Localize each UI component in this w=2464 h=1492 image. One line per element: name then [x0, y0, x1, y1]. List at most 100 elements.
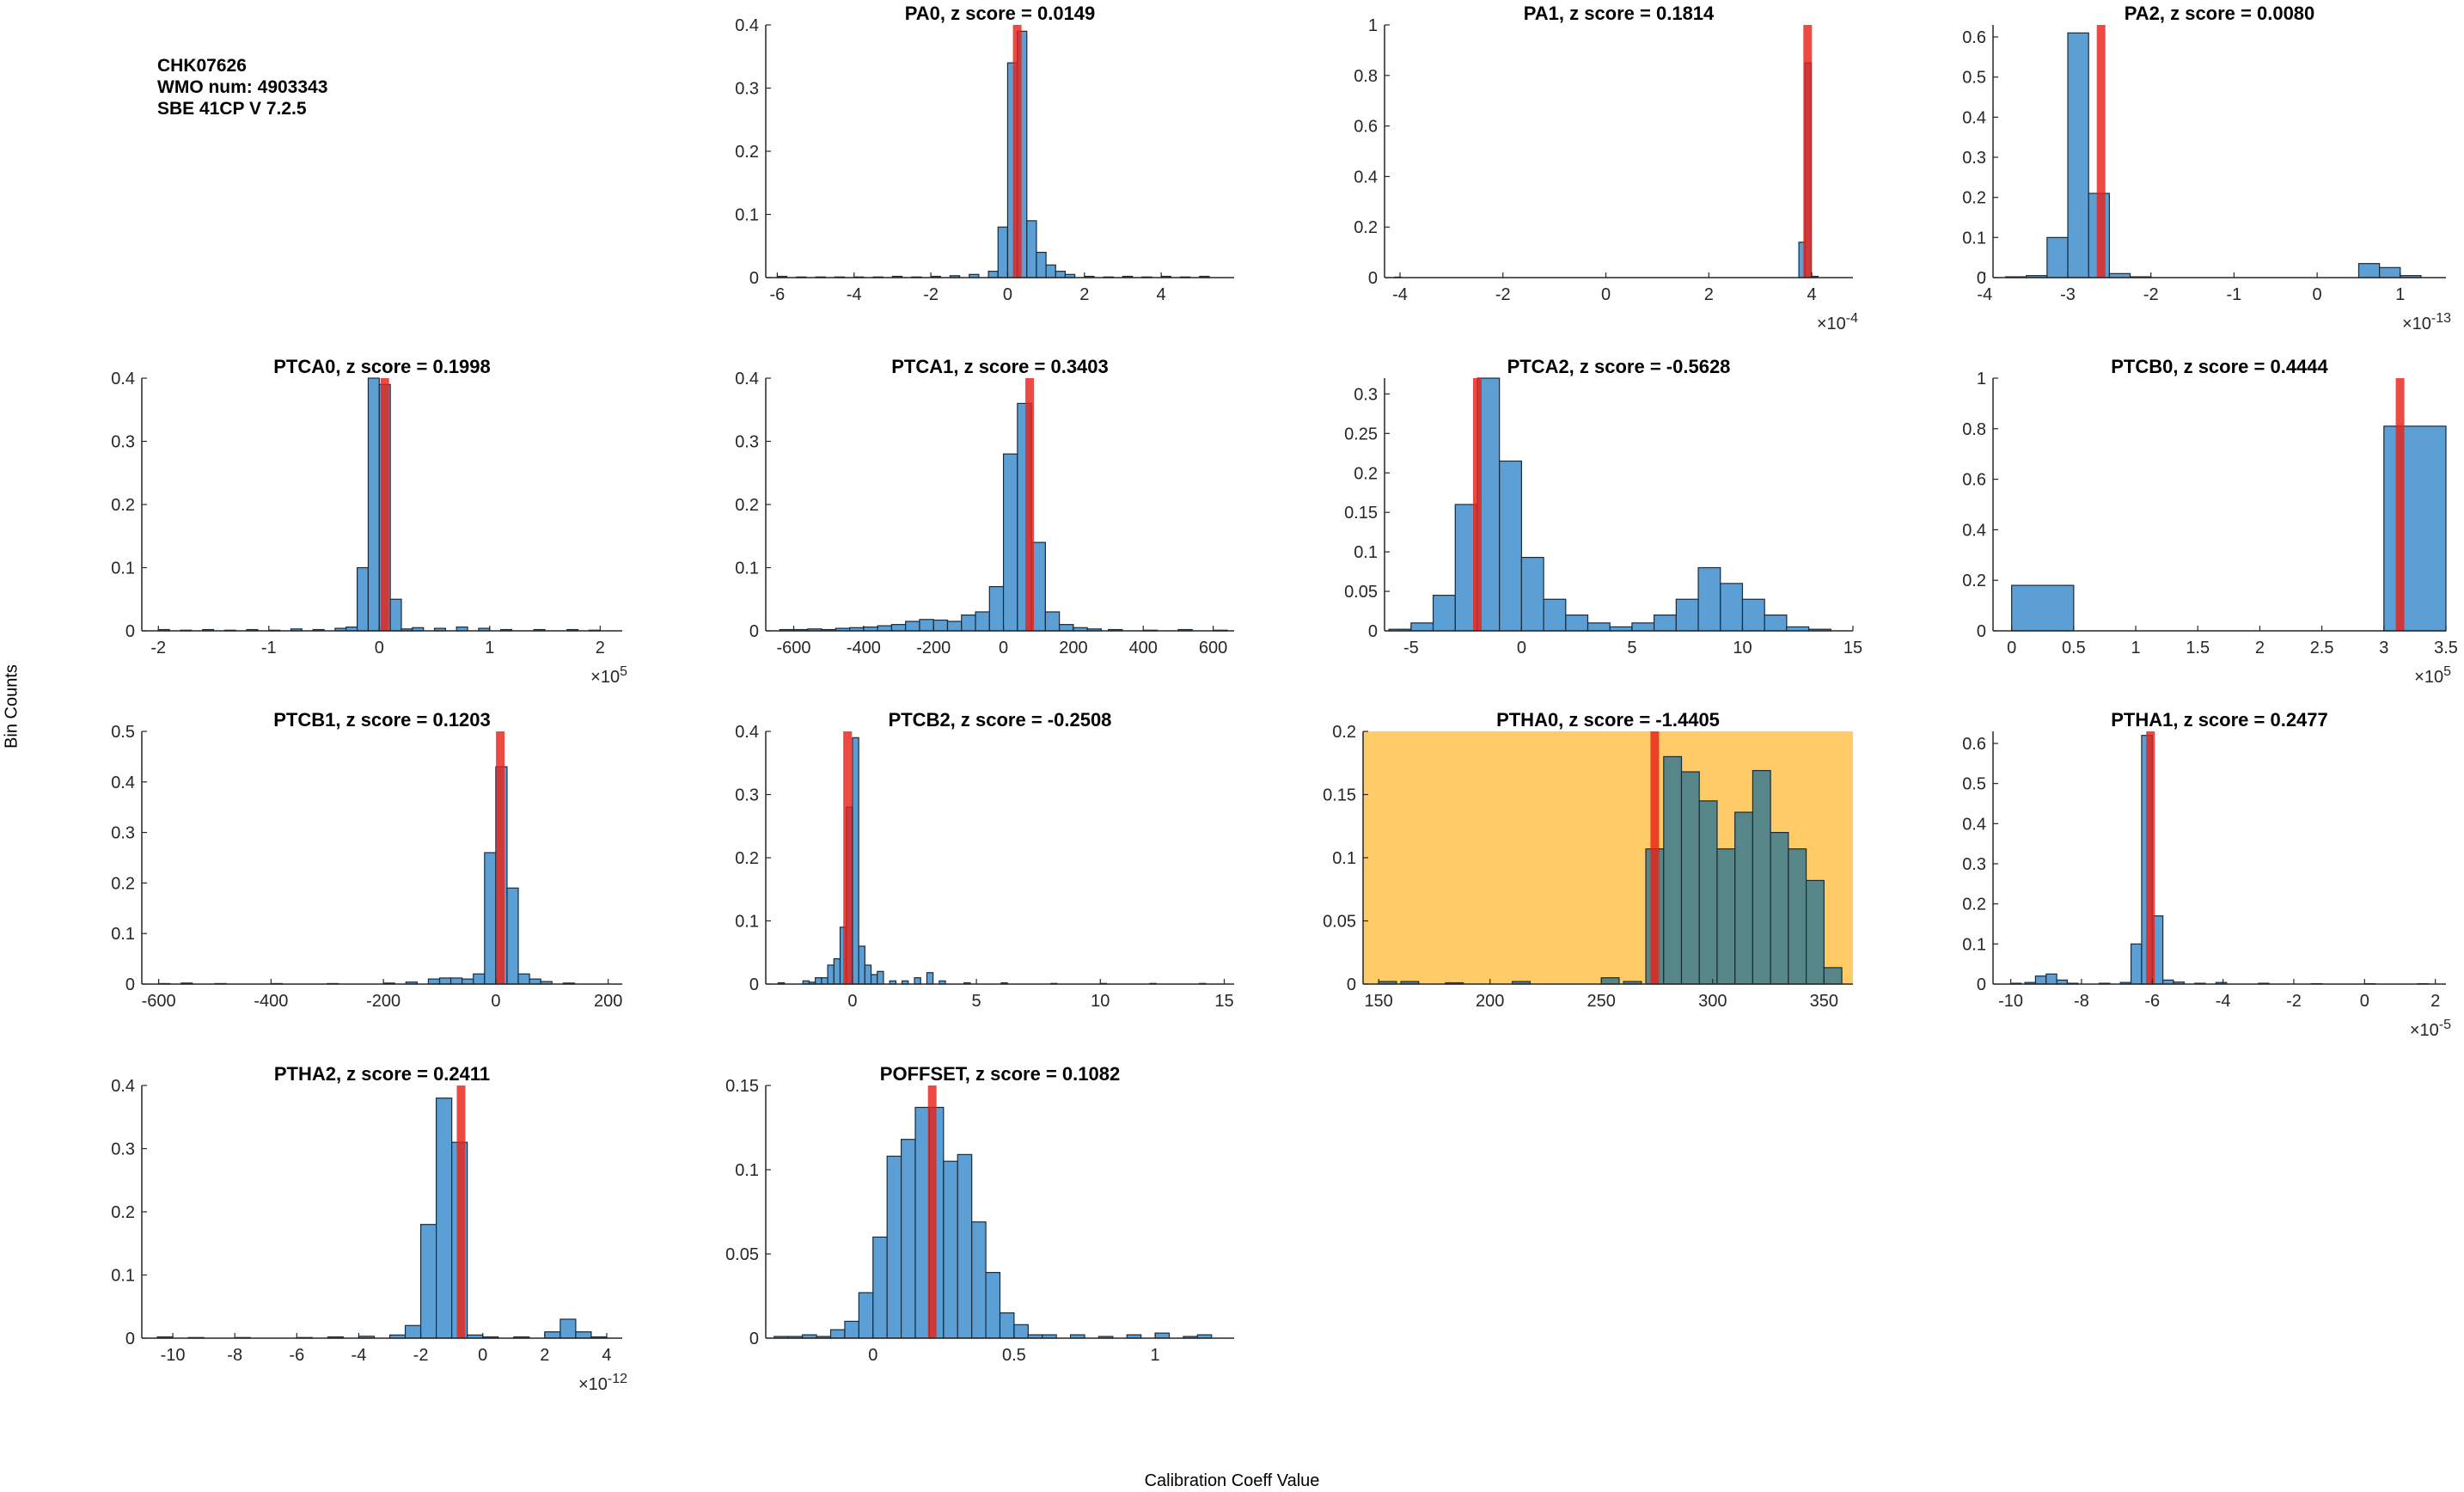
x-tick-label: -1 [261, 639, 277, 657]
histogram-bar [1520, 556, 1544, 632]
histogram-bar [419, 1224, 437, 1339]
x-tick-label: -600 [777, 639, 811, 657]
histogram-bar [1663, 755, 1683, 985]
value-marker [456, 1085, 466, 1338]
y-tick-label: 0.2 [735, 849, 759, 868]
histogram-bar [985, 1271, 1001, 1339]
histogram-bar [870, 974, 878, 985]
histogram-bar [1698, 800, 1718, 985]
histogram-bar [2034, 975, 2047, 985]
histogram-bar [858, 945, 865, 985]
x-tick-label: 10 [1733, 639, 1752, 657]
subplot-12: 0 0.5 1 0 0.05 0.1 0.15 POFFSET, z score = 0.10… [725, 1063, 1234, 1365]
histogram-bar [1716, 848, 1736, 985]
x-tick-label: 400 [1129, 639, 1158, 657]
x-tick-label: -2 [2286, 992, 2302, 1011]
y-axis-label: Bin Counts [2, 664, 21, 749]
histogram-bar [905, 621, 920, 632]
histogram-bar [1680, 771, 1700, 985]
histogram-bar [2383, 425, 2447, 632]
histogram-bar [1045, 264, 1056, 278]
y-tick-label: 0.1 [1354, 543, 1378, 562]
y-tick-label: 0 [749, 269, 759, 288]
x-tick-label: -10 [1998, 992, 2023, 1011]
x-exponent-label: ×10-12 [578, 1372, 627, 1394]
y-tick-label: 0 [125, 622, 135, 641]
x-tick-label: -4 [1977, 285, 1992, 304]
histogram-bar [1499, 460, 1522, 632]
y-tick-label: 0.2 [111, 874, 135, 893]
y-tick-label: 0.3 [111, 824, 135, 843]
x-tick-label: 5 [1627, 639, 1636, 657]
value-marker [380, 378, 389, 631]
y-tick-label: 0.4 [111, 774, 135, 792]
y-tick-label: 0.6 [1962, 28, 1986, 47]
histogram-bar [2067, 32, 2089, 278]
x-tick-label: 0 [478, 1346, 487, 1365]
x-tick-label: -2 [1495, 285, 1511, 304]
y-tick-label: 0.3 [1962, 149, 1986, 168]
x-tick-label: 4 [1157, 285, 1166, 304]
y-tick-label: 0.3 [111, 433, 135, 452]
x-exponent-label: ×10-13 [2402, 311, 2451, 333]
histogram-bar [877, 970, 884, 985]
float-info: CHK07626 WMO num: 4903343 SBE 41CP V 7.2.5 [157, 55, 327, 119]
subplot-title: PA0, z score = 0.0149 [905, 3, 1096, 24]
x-tick-label: 1.5 [2186, 639, 2210, 657]
histogram-bar [575, 1331, 592, 1339]
y-tick-label: 1 [1368, 16, 1378, 35]
histogram-bar [449, 977, 463, 985]
histogram-bar [2046, 236, 2069, 278]
histogram-bar [462, 978, 474, 985]
histogram-bar [1055, 271, 1067, 278]
y-tick-label: 0.3 [735, 433, 759, 452]
x-tick-label: 0.5 [1002, 1346, 1026, 1365]
subplot-5: -5 0 5 10 15 0 0.05 0.1 0.15 0.2 0.25 0.3 PTCA2, z s… [1344, 356, 1862, 657]
histogram-bar [858, 1292, 874, 1339]
histogram-bar [914, 1106, 931, 1339]
y-tick-label: 0.15 [1344, 504, 1378, 523]
x-tick-label: 200 [1476, 992, 1504, 1011]
histogram-bar [1752, 769, 1771, 985]
x-tick-label: -200 [366, 992, 400, 1011]
y-tick-label: 0.2 [1354, 218, 1378, 237]
histogram-bar [1587, 622, 1611, 632]
y-tick-label: 0.2 [1354, 464, 1378, 483]
histogram-bar [946, 621, 963, 632]
histogram-bar [961, 615, 976, 632]
histogram-bar [1720, 583, 1744, 632]
histogram-bar [356, 566, 370, 632]
y-tick-label: 0 [1977, 269, 1986, 288]
y-tick-label: 0.3 [111, 1140, 135, 1159]
histogram-bar [932, 619, 949, 632]
histogram-bar [999, 1312, 1015, 1339]
histogram-bar [829, 1329, 846, 1339]
value-marker [2146, 731, 2155, 984]
histogram-bar [975, 611, 990, 632]
value-marker [1803, 25, 1813, 278]
subplot-11: -10 -8 -6 -4 -2 0 2 4 0 0.1 0.2 0.3 0.4 PTHA2, z scor… [111, 1063, 627, 1394]
x-tick-label: 0 [375, 639, 384, 657]
histogram-bar [1823, 967, 1843, 985]
plot-background [1385, 25, 1853, 278]
histogram-bar [1697, 566, 1721, 632]
subplot-6: 0 0.5 1 1.5 2 2.5 3 3.5 0 0.2 0.4 0.6 0.8 1 PTCB0, z s… [1962, 356, 2458, 687]
histogram-bar [988, 585, 1005, 632]
x-tick-label: -2 [150, 639, 166, 657]
x-tick-label: -4 [1392, 285, 1408, 304]
x-tick-label: 2 [596, 639, 605, 657]
y-tick-label: 0.2 [1962, 189, 1986, 208]
x-exponent-label: ×10-5 [2410, 1018, 2451, 1040]
histogram-bar [367, 377, 380, 632]
x-tick-label: 0 [2360, 992, 2369, 1011]
y-tick-label: 0 [1977, 975, 1986, 994]
y-tick-label: 0 [749, 1330, 759, 1348]
x-tick-label: 1 [2395, 285, 2405, 304]
x-tick-label: 0 [868, 1346, 877, 1365]
histogram-bar [1770, 831, 1789, 985]
wmo-number: WMO num: 4903343 [157, 77, 328, 97]
y-tick-label: 0.4 [735, 370, 759, 388]
subplot-title: PTCB1, z score = 0.1203 [273, 709, 491, 731]
y-tick-label: 0.2 [1962, 572, 1986, 590]
x-tick-label: -6 [289, 1346, 304, 1365]
